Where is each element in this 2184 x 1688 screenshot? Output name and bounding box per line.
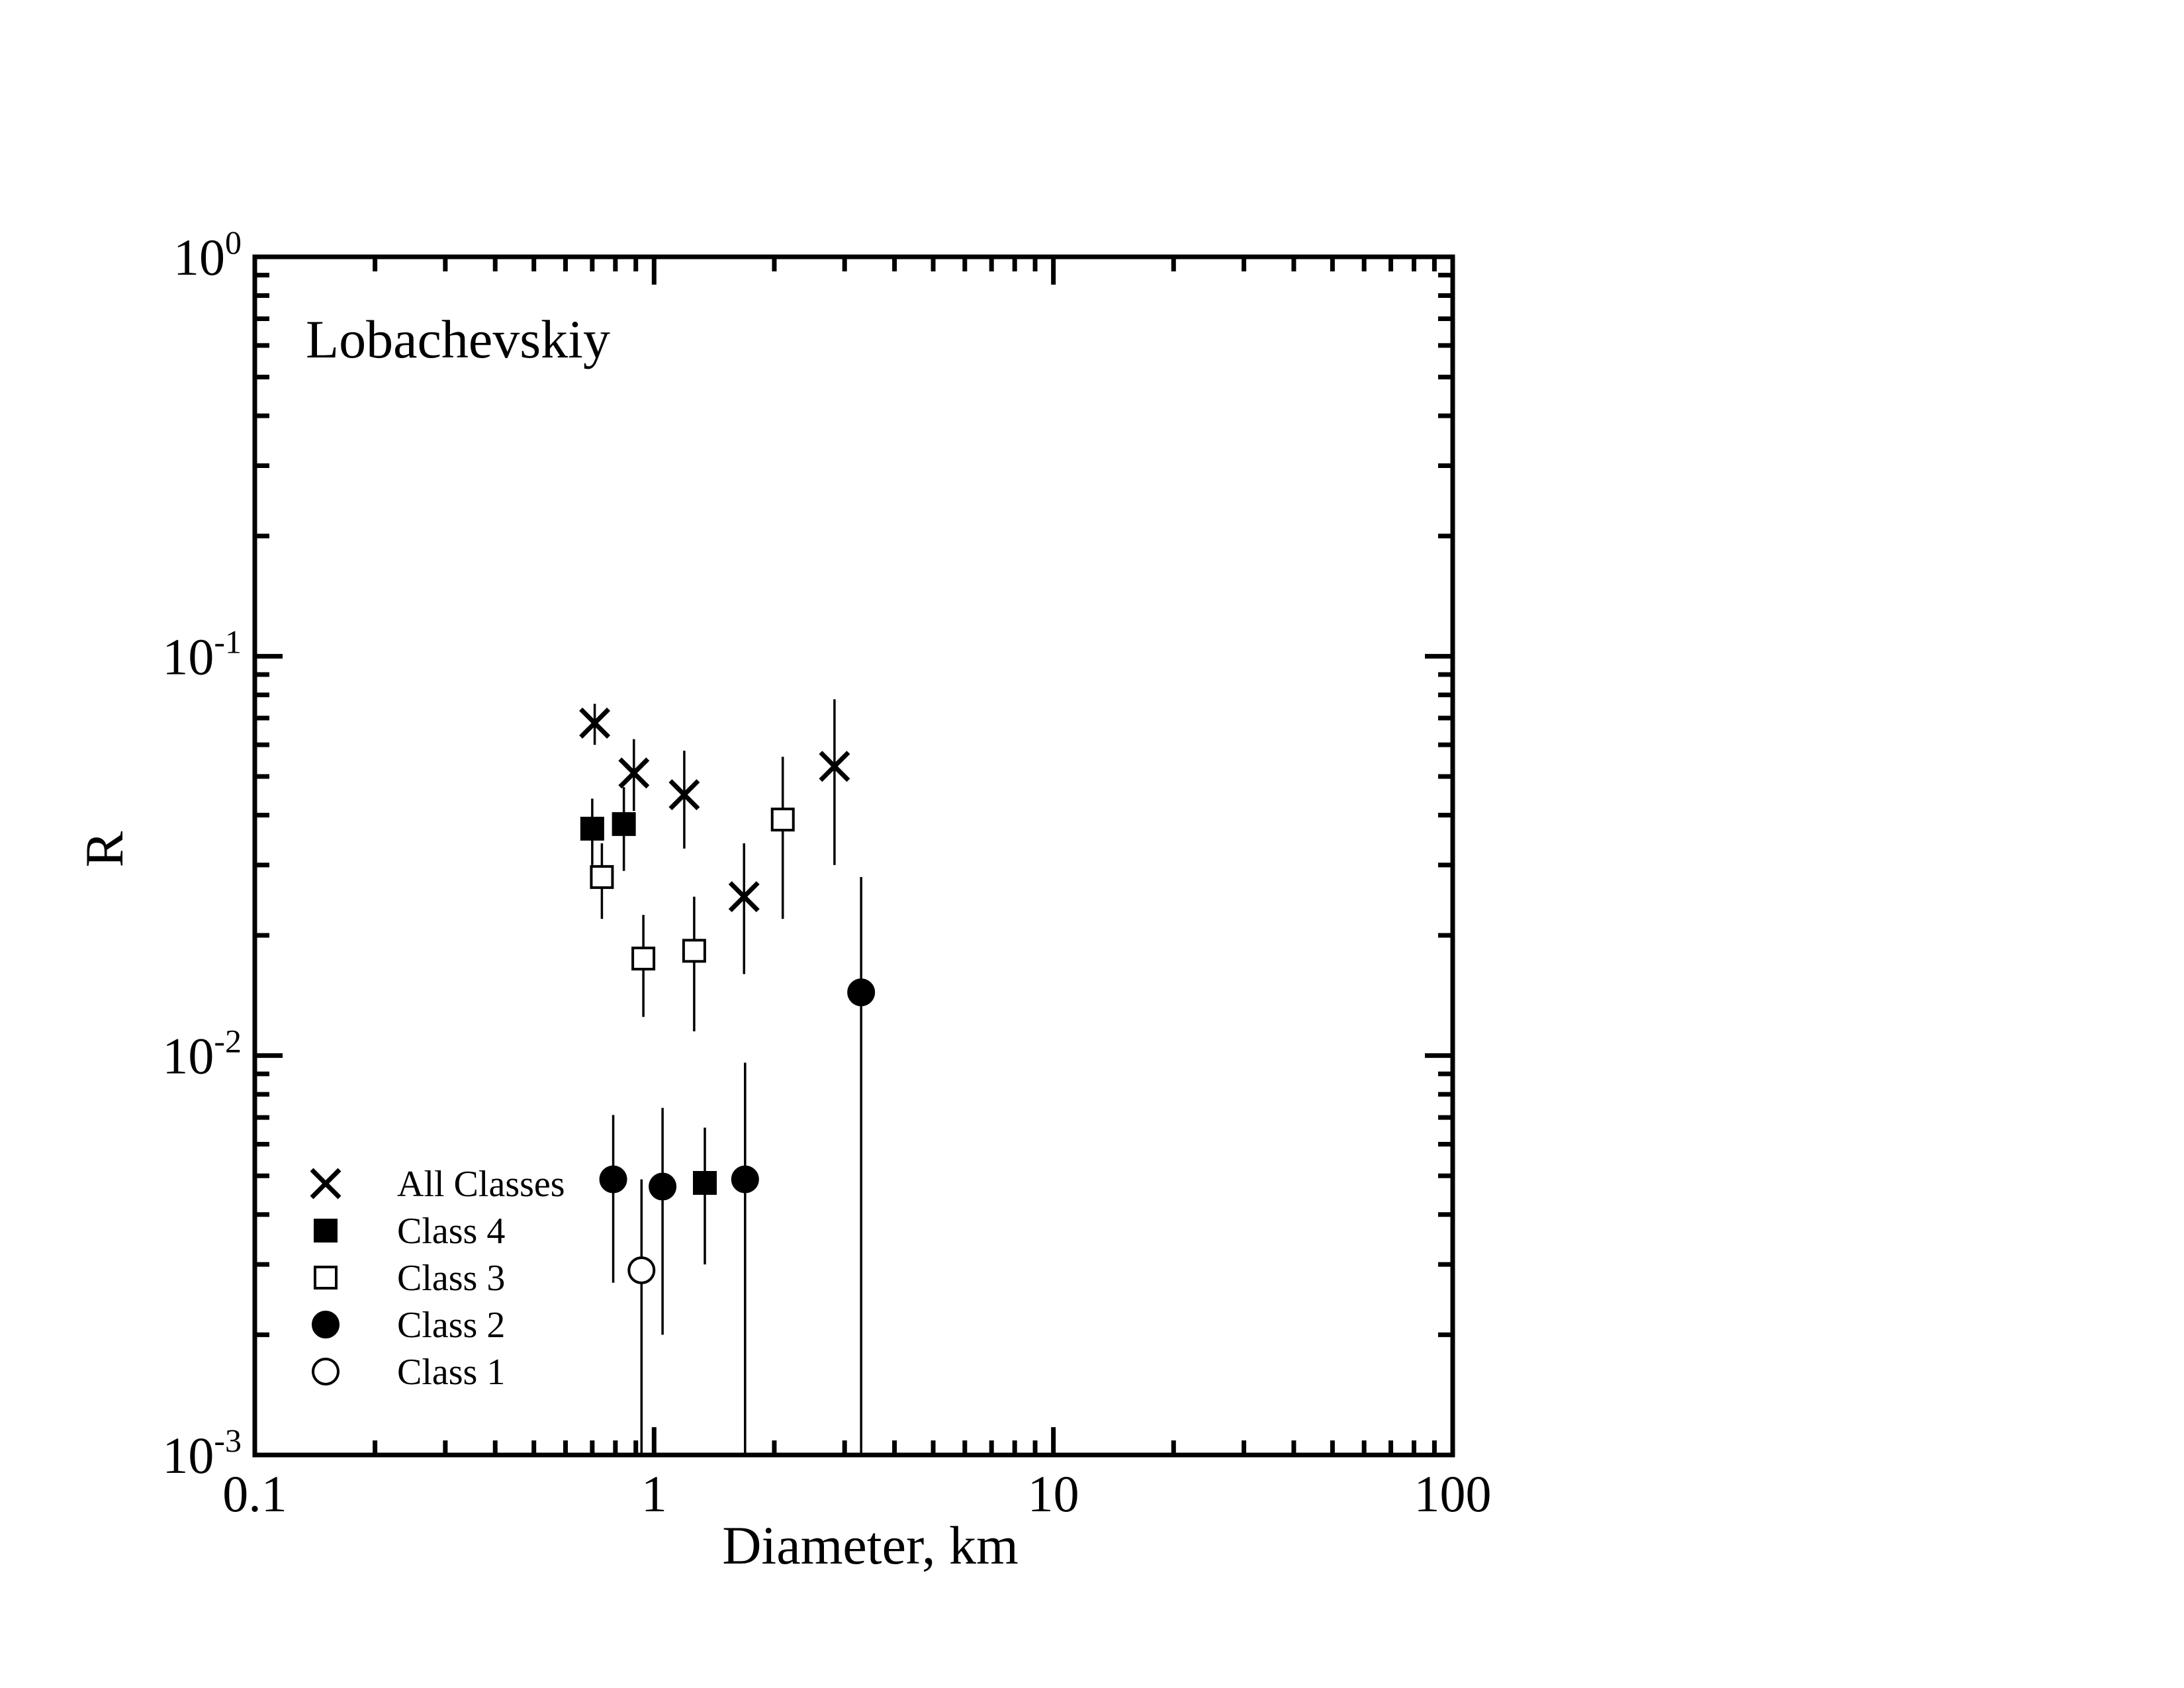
x-marker-stroke <box>819 751 850 782</box>
open-square-marker <box>682 939 706 963</box>
data-point <box>612 787 636 871</box>
x-marker-stroke <box>579 707 611 739</box>
open-circle-marker <box>627 1256 656 1285</box>
series-class-2 <box>599 876 876 1455</box>
x-axis-label: Diameter, km <box>722 1515 1019 1575</box>
open-square-marker <box>590 865 614 889</box>
plot-frame <box>252 254 1455 1458</box>
data-series <box>579 699 876 1455</box>
filled-square-marker <box>580 816 604 841</box>
data-point <box>819 699 850 865</box>
data-point <box>728 843 760 974</box>
series-class-3 <box>590 757 795 1032</box>
open-circle-marker <box>312 1358 340 1385</box>
x-marker-stroke <box>668 779 700 811</box>
filled-circle-marker <box>599 1165 627 1194</box>
y-tick-labels: 100 10-1 10-2 10-3 <box>162 224 242 1484</box>
legend: All Classes Class 4 Class 3 Class 2 Class 1 <box>310 1164 565 1393</box>
y-tick-label: 10-2 <box>162 1023 242 1085</box>
filled-circle-marker <box>649 1172 677 1201</box>
open-square-marker <box>314 1266 338 1289</box>
y-tick-label: 10-1 <box>162 623 242 685</box>
y-axis-label: R <box>74 831 134 867</box>
legend-label: Class 3 <box>397 1258 505 1299</box>
x-tick-label: 1 <box>641 1465 667 1523</box>
filled-square-marker <box>693 1170 717 1195</box>
x-marker-stroke <box>310 1168 341 1199</box>
legend-item: Class 1 <box>312 1352 505 1393</box>
x-tick-label: 10 <box>1028 1465 1079 1523</box>
filled-square-marker <box>612 812 636 836</box>
data-point <box>649 1107 677 1335</box>
x-tick-label: 0.1 <box>222 1465 287 1523</box>
open-square-marker <box>631 947 656 971</box>
data-point <box>580 798 604 865</box>
data-point <box>770 757 795 919</box>
legend-label: All Classes <box>397 1164 565 1205</box>
series-all-classes <box>579 699 850 974</box>
filled-square-marker <box>314 1219 338 1243</box>
chart-annotation: Lobachevskiy <box>306 309 610 369</box>
legend-item: Class 2 <box>312 1305 505 1346</box>
data-point <box>731 1062 759 1455</box>
legend-label: Class 1 <box>397 1352 505 1393</box>
data-point <box>682 896 706 1032</box>
legend-label: Class 4 <box>397 1211 505 1252</box>
data-point <box>668 751 700 849</box>
x-marker-stroke <box>728 881 760 913</box>
series-class-4 <box>580 787 717 1265</box>
legend-item: Class 4 <box>314 1211 505 1252</box>
data-point <box>590 843 614 919</box>
data-point <box>847 876 876 1455</box>
data-point <box>631 915 656 1017</box>
series-class-1 <box>627 1179 656 1455</box>
data-point <box>579 704 611 745</box>
data-point <box>627 1179 656 1455</box>
filled-circle-marker <box>731 1165 759 1194</box>
data-point <box>599 1115 627 1283</box>
legend-item: All Classes <box>310 1164 565 1205</box>
x-marker-stroke <box>618 757 650 789</box>
legend-item: Class 3 <box>314 1258 505 1299</box>
filled-circle-marker <box>847 978 876 1007</box>
axis-ticks <box>252 254 1455 1458</box>
legend-label: Class 2 <box>397 1305 505 1346</box>
y-tick-label: 10-3 <box>162 1422 242 1484</box>
x-tick-labels: 0.1 1 10 100 <box>222 1465 1491 1523</box>
filled-circle-marker <box>312 1311 340 1338</box>
data-point <box>618 739 650 811</box>
open-square-marker <box>770 808 795 832</box>
y-tick-label: 100 <box>173 224 242 286</box>
x-tick-label: 100 <box>1414 1465 1492 1523</box>
data-point <box>693 1127 717 1265</box>
